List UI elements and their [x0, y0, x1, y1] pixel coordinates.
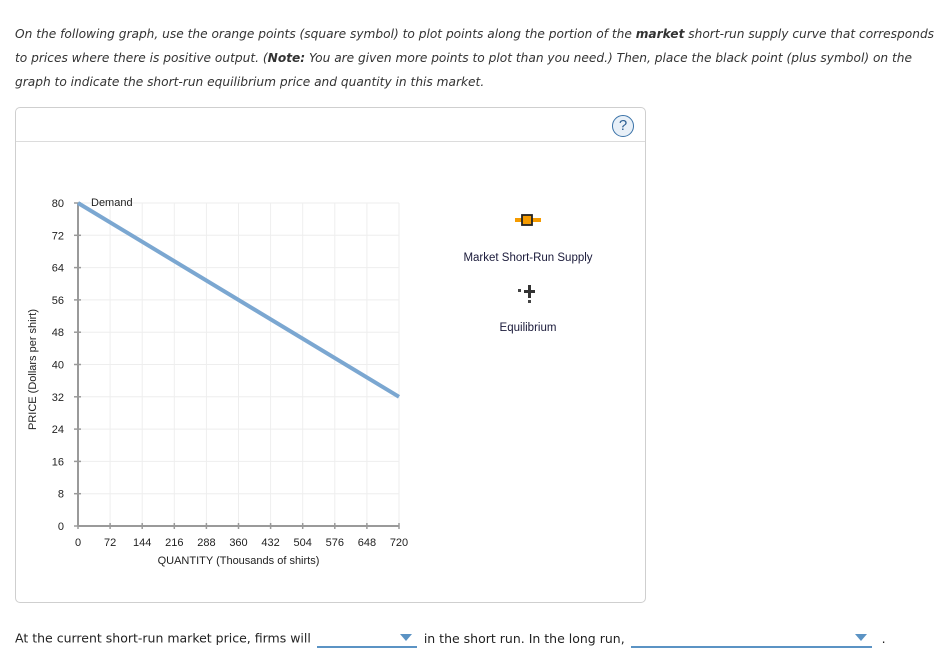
chevron-down-icon — [399, 634, 412, 641]
graph-header: ? — [16, 108, 645, 142]
y-tick-label: 16 — [52, 456, 64, 468]
x-tick-label: 288 — [197, 537, 215, 549]
sentence-period: . — [881, 630, 886, 646]
black-plus-point-icon[interactable] — [528, 285, 531, 298]
black-plus-point-icon[interactable] — [518, 289, 521, 292]
y-tick-label: 64 — [52, 263, 64, 275]
demand-label: Demand — [91, 197, 133, 209]
y-tick-label: 80 — [52, 198, 64, 210]
instructions: On the following graph, use the orange p… — [15, 22, 935, 94]
y-tick-label: 0 — [58, 521, 64, 533]
sentence-text: At the current short-run market price, f… — [15, 630, 311, 646]
legend-label-supply: Market Short-Run Supply — [463, 252, 592, 264]
orange-square-point-icon[interactable] — [521, 214, 533, 226]
y-tick-label: 40 — [52, 360, 64, 372]
long-run-dropdown[interactable] — [630, 628, 872, 648]
chevron-down-icon — [854, 634, 867, 641]
x-tick-label: 72 — [104, 537, 116, 549]
x-tick-label: 360 — [229, 537, 247, 549]
graph-panel: ? 0 8 16 24 32 40 48 56 64 72 80 0 72 144 216 288 360 432… — [15, 107, 646, 603]
y-tick-label: 24 — [52, 424, 64, 436]
sentence-text: in the short run. In the long run, — [423, 630, 625, 646]
y-tick-label: 32 — [52, 392, 64, 404]
question-circle-icon: ? — [618, 117, 628, 134]
y-tick-label: 48 — [52, 327, 64, 339]
y-tick-label: 72 — [52, 230, 64, 242]
black-plus-point-icon[interactable] — [528, 300, 531, 303]
instructions-text: You are given more points to plot than y… — [15, 51, 913, 89]
instructions-bold-note: Note: — [267, 51, 306, 65]
question-sentence: At the current short-run market price, f… — [15, 628, 886, 648]
x-tick-label: 432 — [261, 537, 279, 549]
x-tick-label: 576 — [326, 537, 344, 549]
y-tick-label: 56 — [52, 295, 64, 307]
y-axis-title: PRICE (Dollars per shirt) — [27, 309, 39, 430]
y-tick-label: 8 — [58, 489, 64, 501]
instructions-text: short-run supply curve that corresponds … — [15, 27, 935, 65]
graph-area[interactable]: 0 8 16 24 32 40 48 56 64 72 80 0 72 144 216 288 360 432 50… — [16, 108, 647, 604]
x-tick-label: 720 — [390, 537, 408, 549]
instructions-bold-market: market — [635, 27, 685, 41]
legend-label-equilibrium: Equilibrium — [500, 322, 557, 334]
x-axis-title: QUANTITY (Thousands of shirts) — [158, 555, 320, 567]
instructions-text: On the following graph, use the orange p… — [15, 27, 636, 41]
demand-curve[interactable] — [76, 201, 401, 399]
x-tick-label: 216 — [165, 537, 183, 549]
x-tick-label: 504 — [294, 537, 312, 549]
x-tick-label: 648 — [358, 537, 376, 549]
help-button[interactable]: ? — [612, 115, 634, 137]
x-tick-label: 144 — [133, 537, 151, 549]
firms-will-dropdown[interactable] — [316, 628, 417, 648]
x-tick-label: 0 — [75, 537, 81, 549]
